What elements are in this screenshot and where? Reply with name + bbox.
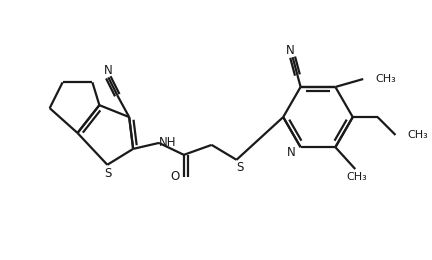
Text: CH₃: CH₃ (347, 172, 368, 182)
Text: NH: NH (159, 136, 177, 149)
Text: O: O (170, 170, 180, 183)
Text: S: S (105, 167, 112, 180)
Text: N: N (104, 64, 113, 77)
Text: S: S (236, 161, 243, 174)
Text: N: N (286, 44, 295, 57)
Text: CH₃: CH₃ (375, 74, 396, 84)
Text: CH₃: CH₃ (407, 130, 428, 140)
Text: N: N (287, 146, 295, 159)
